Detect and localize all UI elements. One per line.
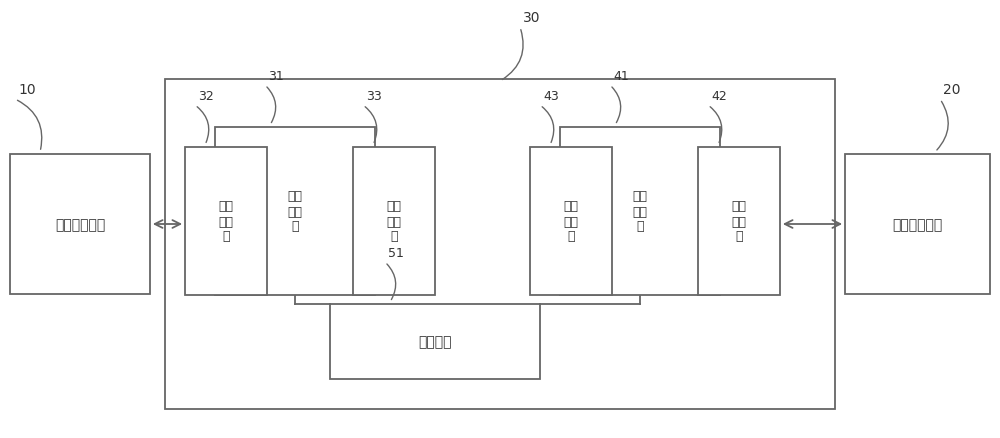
Text: 31: 31 [268,70,284,83]
Text: 41: 41 [613,70,629,83]
Text: 第二
组接
口: 第二 组接 口 [732,200,746,243]
Bar [215,128,375,295]
Text: 30: 30 [523,11,540,25]
Bar [353,148,435,295]
Text: 20: 20 [943,83,960,97]
Text: 第一
对接
部: 第一 对接 部 [387,200,402,243]
Bar [530,148,612,295]
Bar [165,80,835,409]
Bar [845,155,990,294]
Text: 第一
组接
口: 第一 组接 口 [219,200,234,243]
Text: 43: 43 [543,90,559,103]
Text: 第二
对接
部: 第二 对接 部 [633,190,648,233]
Bar [330,304,540,379]
Bar [560,128,720,295]
Bar [698,148,780,295]
Text: 51: 51 [388,247,404,259]
Text: 第二信号装置: 第二信号装置 [892,218,943,231]
Bar [10,155,150,294]
Text: 第一
对接
部: 第一 对接 部 [288,190,303,233]
Text: 第一信号装置: 第一信号装置 [55,218,105,231]
Text: 42: 42 [711,90,727,103]
Text: 33: 33 [366,90,382,103]
Text: 控制单元: 控制单元 [418,335,452,349]
Text: 32: 32 [198,90,214,103]
Text: 10: 10 [18,83,36,97]
Bar [185,148,267,295]
Text: 第二
对接
部: 第二 对接 部 [564,200,578,243]
